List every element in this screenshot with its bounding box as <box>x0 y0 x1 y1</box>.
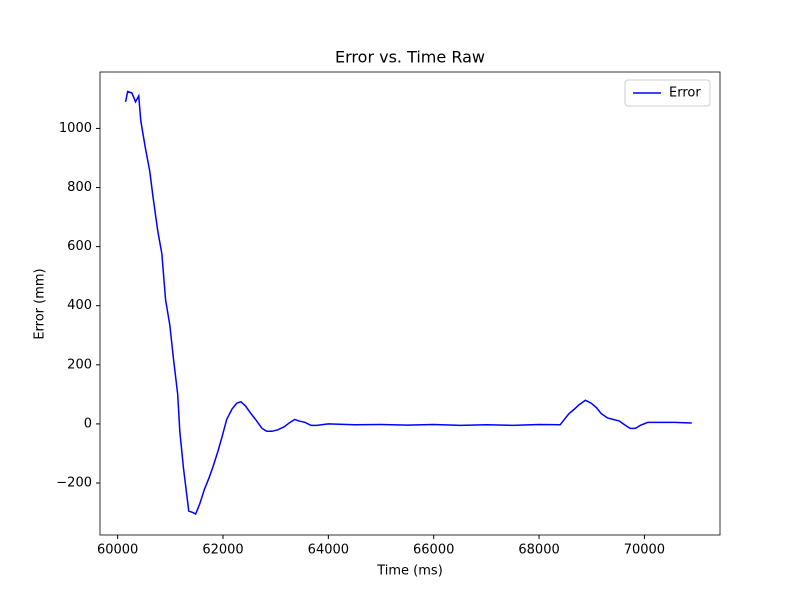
x-tick-label: 68000 <box>518 543 559 558</box>
x-axis-label: Time (ms) <box>376 564 443 579</box>
legend-box <box>624 79 711 107</box>
y-tick-label: 200 <box>67 357 92 372</box>
chart-title: Error vs. Time Raw <box>335 48 485 67</box>
x-tick-label: 64000 <box>308 543 349 558</box>
y-tick-label: 1000 <box>59 121 92 136</box>
y-axis-label: Error (mm) <box>33 268 48 339</box>
x-tick-label: 60000 <box>97 543 138 558</box>
data-line <box>124 90 692 516</box>
legend-label: Error <box>669 86 701 101</box>
x-tick-label: 66000 <box>413 543 454 558</box>
y-tick-label: 0 <box>84 416 92 431</box>
x-tick-label: 70000 <box>624 543 665 558</box>
plot-frame <box>99 71 721 536</box>
y-tick-label: 800 <box>67 180 92 195</box>
y-tick-label: 400 <box>67 298 92 313</box>
x-tick-label: 62000 <box>202 543 243 558</box>
y-tick-label: 600 <box>67 239 92 254</box>
y-tick-label: −200 <box>56 475 92 490</box>
